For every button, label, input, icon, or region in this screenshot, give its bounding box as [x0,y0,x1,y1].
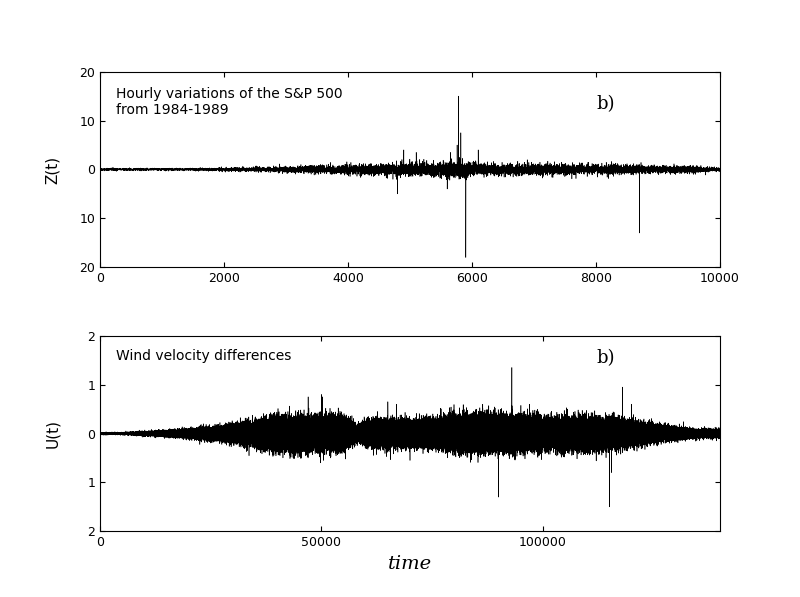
Y-axis label: Z(t): Z(t) [45,155,60,183]
Y-axis label: U(t): U(t) [45,419,60,448]
Text: Wind velocity differences: Wind velocity differences [115,349,291,364]
Text: Hourly variations of the S&P 500
from 1984-1989: Hourly variations of the S&P 500 from 19… [115,87,342,118]
X-axis label: time: time [388,555,432,573]
Text: b): b) [596,95,614,113]
Text: b): b) [596,349,614,367]
